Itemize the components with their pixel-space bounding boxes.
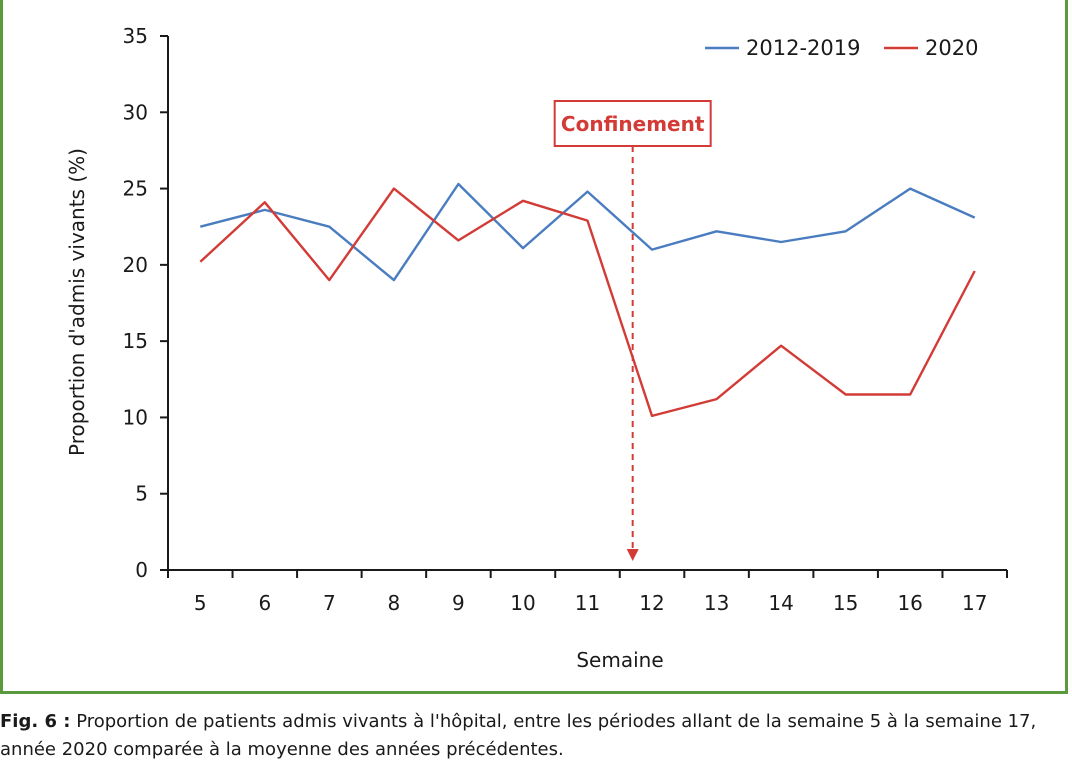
y-tick-label: 10 [123,405,148,429]
x-tick-label: 16 [897,591,922,615]
y-tick-label: 20 [123,253,148,277]
legend-label-2012-2019: 2012-2019 [746,36,860,60]
figure-caption: Fig. 6 : Proportion de patients admis vi… [0,708,1072,772]
chart-axes [167,36,1007,571]
series-line-2020 [199,187,976,418]
confinement-label-box [553,100,712,147]
y-tick-label: 35 [123,24,148,48]
x-tick-label: 10 [510,591,535,615]
x-axis-ticks: 5 6 7 8 9 10 11 12 13 14 15 16 17 [167,570,1008,615]
y-axis-title: Proportion d'admis vivants (%) [65,148,89,456]
x-tick-label: 14 [768,591,793,615]
y-tick-label: 25 [123,177,148,201]
confinement-annotation: Confinement [553,100,712,561]
x-tick-label: 17 [962,591,987,615]
y-tick-label: 30 [123,100,148,124]
x-tick-label: 9 [452,591,465,615]
figure-caption-text: Proportion de patients admis vivants à l… [0,711,1037,760]
x-tick-label: 7 [323,591,336,615]
y-axis-ticks: 0 5 10 15 20 25 30 35 [123,24,168,582]
y-tick-label: 15 [123,329,148,353]
legend-label-2020: 2020 [925,36,978,60]
figure-caption-label: Fig. 6 : [0,711,71,732]
x-tick-label: 6 [258,591,271,615]
x-axis-title: Semaine [576,648,663,672]
x-tick-label: 15 [833,591,858,615]
series-line-2012-2019 [199,182,976,282]
series-lines [199,182,976,418]
chart-frame [0,0,1068,694]
x-tick-label: 8 [388,591,401,615]
confinement-label: Confinement [561,112,705,136]
legend: 2012-2019 2020 [705,36,978,60]
y-tick-label: 5 [135,482,148,506]
y-tick-label: 0 [135,558,148,582]
x-tick-label: 13 [704,591,729,615]
x-tick-label: 12 [639,591,664,615]
x-tick-label: 5 [194,591,207,615]
line-chart: 0 5 10 15 20 25 30 35 5 6 7 8 9 10 11 12 13 14 15 16 17 Con… [65,24,1008,672]
x-tick-label: 11 [575,591,600,615]
arrow-down-icon [626,549,639,561]
